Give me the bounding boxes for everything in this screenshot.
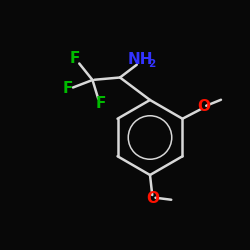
Text: O: O (197, 99, 210, 114)
Text: O: O (146, 191, 159, 206)
Text: 2: 2 (148, 59, 155, 69)
Text: NH: NH (127, 52, 153, 68)
Text: F: F (62, 81, 73, 96)
Text: F: F (96, 96, 106, 111)
Text: F: F (69, 51, 80, 66)
